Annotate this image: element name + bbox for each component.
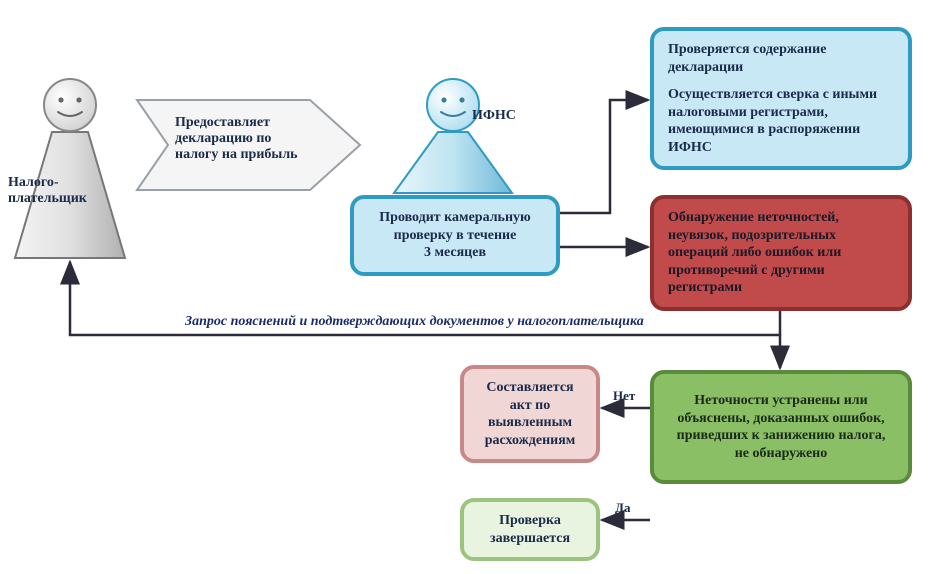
ifns-figure	[394, 79, 512, 193]
resolved-box: Неточности устранены или объяснены, дока…	[650, 370, 912, 484]
branch-no-label: Нет	[613, 388, 635, 404]
request-explanations-label: Запрос пояснений и подтверждающих докуме…	[185, 314, 644, 330]
taxpayer-figure	[15, 79, 125, 258]
declaration-text: Предоставляет декларацию по налогу на пр…	[175, 115, 325, 163]
done-box: Проверка завершается	[460, 498, 600, 561]
diagram-stage: Налого- плательщик ИФНС Предоставляет де…	[0, 0, 932, 574]
taxpayer-label: Налого- плательщик	[8, 175, 128, 207]
taxpayer-label-line1: Налого-	[8, 175, 59, 190]
taxpayer-label-line2: плательщик	[8, 191, 87, 206]
act-box: Составляется акт по выявленным расхожден…	[460, 365, 600, 463]
ifns-label: ИФНС	[472, 108, 532, 124]
desk-audit-box: Проводит камеральную проверку в течение …	[350, 195, 560, 276]
check-content-box: Проверяется содержание декларации Осущес…	[650, 27, 912, 170]
branch-yes-label: Да	[615, 500, 630, 516]
errors-box: Обнаружение неточностей, неувязок, подоз…	[650, 195, 912, 311]
